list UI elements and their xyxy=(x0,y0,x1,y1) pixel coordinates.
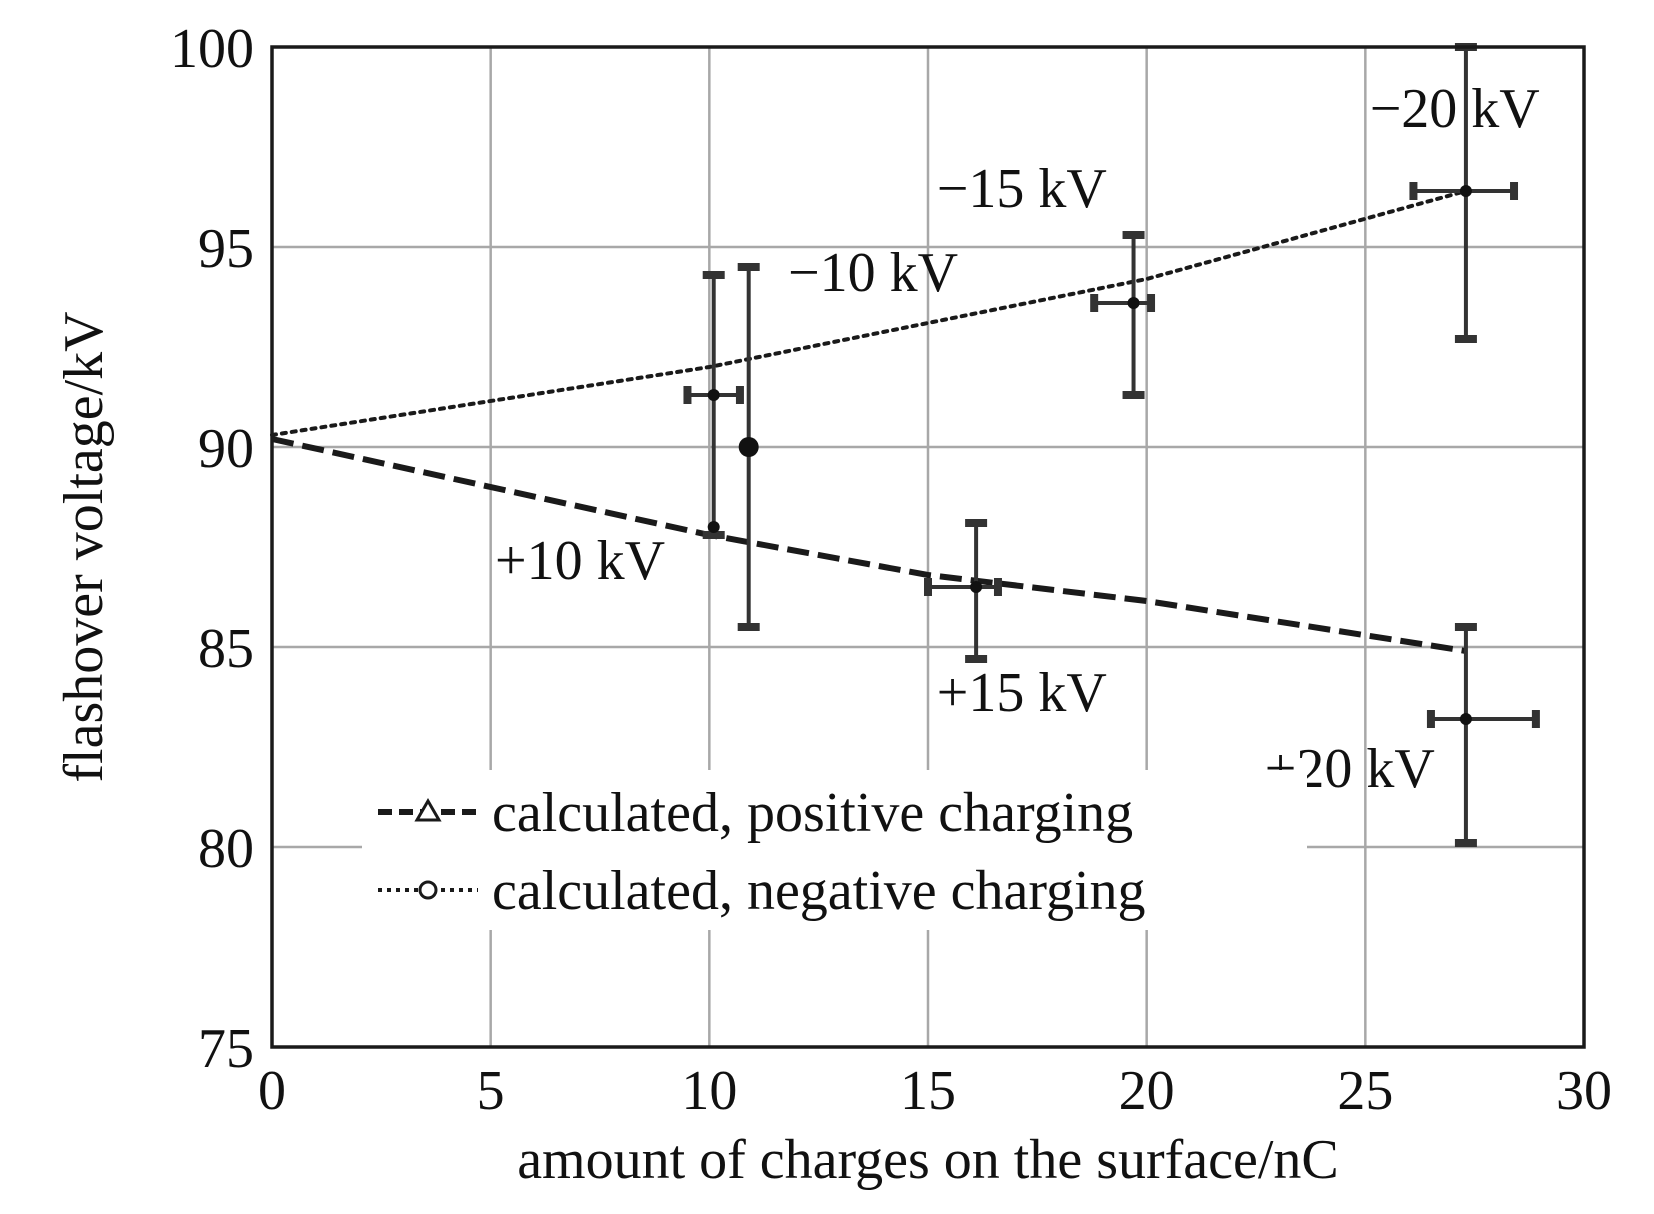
y-tick-label: 100 xyxy=(170,18,254,80)
annotations: −20 kV−15 kV−10 kV+10 kV+15 kV+20 kV xyxy=(495,78,1540,800)
data-marker xyxy=(970,581,983,593)
data-marker xyxy=(707,389,720,401)
tick-labels: 0 5 10 15 20 25 30 75 80 85 90 95 100 xyxy=(170,18,1612,1122)
x-tick-label: 20 xyxy=(1119,1060,1175,1122)
x-axis-label: amount of charges on the surface/nC xyxy=(517,1129,1339,1191)
y-tick-label: 90 xyxy=(198,418,254,480)
x-tick-label: 0 xyxy=(258,1060,286,1122)
data-marker xyxy=(738,437,759,457)
data-marker xyxy=(1459,713,1472,725)
x-tick-label: 15 xyxy=(900,1060,956,1122)
y-tick-label: 85 xyxy=(198,618,254,680)
measurement-point xyxy=(1090,231,1156,399)
data-marker xyxy=(1459,185,1472,197)
measurement-point xyxy=(737,263,760,631)
y-axis-label: flashover voltage/kV xyxy=(53,311,115,782)
legend: calculated, positive charging calculated,… xyxy=(362,770,1307,930)
legend-label: calculated, positive charging xyxy=(492,782,1133,844)
legend-box xyxy=(362,770,1307,930)
data-marker xyxy=(1127,297,1140,309)
series-line-negative xyxy=(270,189,1468,437)
series-lines xyxy=(270,189,1468,654)
x-tick-label: 25 xyxy=(1337,1060,1393,1122)
legend-label: calculated, negative charging xyxy=(492,860,1146,922)
series-line-positive xyxy=(271,436,1467,654)
measurement-point xyxy=(924,519,1002,663)
point-annotation: +10 kV xyxy=(495,530,665,592)
measurement-point xyxy=(702,271,725,539)
x-tick-label: 5 xyxy=(477,1060,505,1122)
y-tick-label: 75 xyxy=(198,1018,254,1080)
point-annotation: −20 kV xyxy=(1370,78,1540,140)
y-tick-label: 80 xyxy=(198,818,254,880)
point-annotation: +15 kV xyxy=(937,662,1107,724)
point-annotation: −10 kV xyxy=(788,242,958,304)
y-tick-label: 95 xyxy=(198,218,254,280)
triangle-marker-icon xyxy=(414,798,442,822)
x-tick-label: 30 xyxy=(1556,1060,1612,1122)
data-marker xyxy=(707,521,720,533)
plot-frame xyxy=(270,45,1586,1049)
measurement-point xyxy=(1426,623,1540,847)
circle-marker-icon xyxy=(418,880,438,900)
measurement-point xyxy=(683,386,744,404)
x-tick-label: 10 xyxy=(681,1060,737,1122)
point-annotation: −15 kV xyxy=(937,158,1107,220)
